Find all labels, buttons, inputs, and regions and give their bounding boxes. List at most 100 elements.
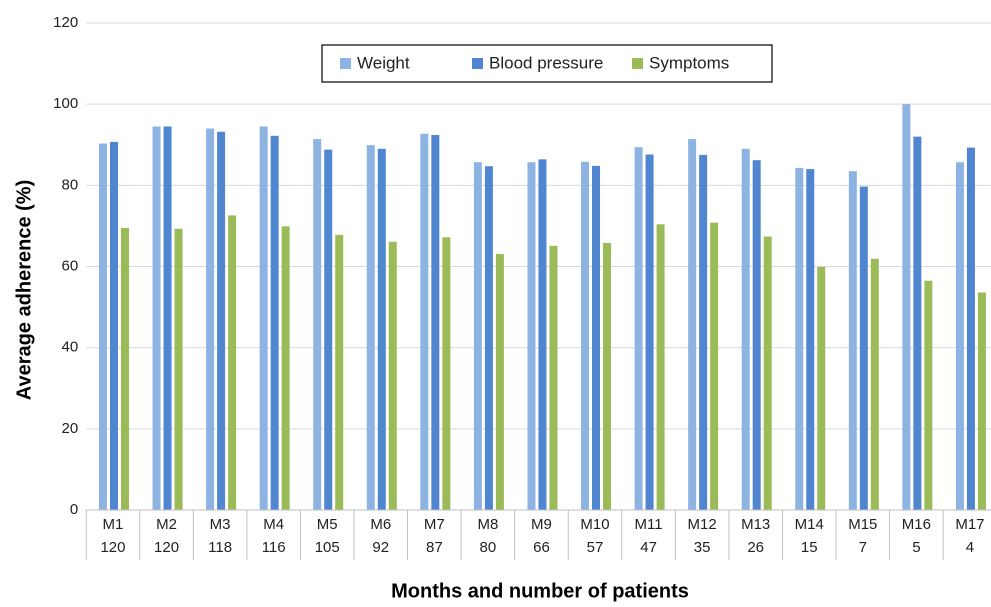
bar (217, 131, 226, 510)
x-tick-sublabel: 5 (912, 539, 920, 556)
bar (388, 241, 397, 510)
bar (870, 258, 879, 510)
y-tick-label: 60 (62, 257, 79, 274)
y-tick-label: 120 (53, 14, 78, 31)
legend-label: Symptoms (649, 53, 729, 72)
x-tick-sublabel: 80 (480, 539, 497, 556)
bar (259, 126, 268, 511)
x-tick-label: M7 (424, 516, 445, 533)
bar (902, 104, 911, 511)
x-tick-label: M12 (688, 516, 717, 533)
bar (484, 166, 493, 511)
x-tick-label: M15 (848, 516, 877, 533)
bar (163, 126, 172, 511)
bar (752, 160, 761, 510)
bar (859, 186, 868, 510)
bar (966, 147, 975, 511)
bar (473, 162, 482, 510)
legend-swatch (472, 58, 483, 69)
x-tick-label: M6 (370, 516, 391, 533)
x-tick-label: M8 (477, 516, 498, 533)
x-tick-label: M4 (263, 516, 284, 533)
legend-swatch (632, 58, 643, 69)
x-tick-label: M16 (902, 516, 931, 533)
bar (120, 227, 129, 510)
bar (848, 171, 857, 511)
bar (817, 266, 826, 510)
bar (174, 228, 183, 510)
bar (913, 136, 922, 510)
bar (549, 245, 558, 511)
bar (538, 159, 547, 511)
y-tick-label: 20 (62, 420, 79, 437)
x-tick-label: M13 (741, 516, 770, 533)
x-tick-sublabel: 35 (694, 539, 711, 556)
x-axis-title: Months and number of patients (391, 580, 689, 602)
x-tick-sublabel: 120 (100, 539, 125, 556)
y-tick-label: 100 (53, 95, 78, 112)
legend-label: Blood pressure (489, 53, 603, 72)
x-tick-sublabel: 92 (372, 539, 389, 556)
x-tick-label: M1 (103, 516, 124, 533)
x-tick-label: M17 (955, 516, 984, 533)
y-tick-label: 0 (70, 501, 78, 518)
legend-label: Weight (357, 53, 410, 72)
x-tick-label: M14 (795, 516, 824, 533)
x-tick-sublabel: 120 (154, 539, 179, 556)
x-tick-label: M10 (580, 516, 609, 533)
bar (656, 224, 665, 510)
bar (699, 154, 708, 511)
bar (109, 141, 118, 510)
bar (645, 154, 654, 511)
x-tick-sublabel: 7 (859, 539, 867, 556)
bar (152, 126, 161, 511)
x-tick-label: M2 (156, 516, 177, 533)
x-tick-sublabel: 105 (315, 539, 340, 556)
x-tick-sublabel: 118 (208, 539, 232, 556)
y-tick-label: 40 (62, 339, 79, 356)
bar (581, 161, 590, 511)
bar (495, 253, 504, 510)
x-tick-label: M3 (210, 516, 231, 533)
bar (634, 147, 643, 510)
bar (420, 133, 429, 511)
bar (98, 143, 107, 510)
y-axis-title: Average adherence (%) (13, 180, 35, 400)
x-tick-label: M9 (531, 516, 552, 533)
x-tick-sublabel: 4 (966, 539, 974, 556)
bar (206, 128, 215, 510)
bar (741, 148, 750, 510)
legend-box (321, 44, 773, 83)
x-tick-sublabel: 66 (533, 539, 550, 556)
bar (313, 139, 322, 510)
legend-swatch (340, 58, 351, 69)
bar (377, 148, 386, 510)
bar (324, 149, 333, 510)
bar (688, 139, 697, 510)
bar (592, 165, 601, 510)
bar (228, 215, 237, 511)
x-tick-sublabel: 47 (640, 539, 657, 556)
bar (442, 237, 451, 510)
bar (431, 135, 440, 510)
y-tick-label: 80 (62, 176, 79, 193)
bar (281, 226, 290, 510)
x-tick-sublabel: 57 (587, 539, 604, 556)
bar (955, 162, 964, 510)
x-tick-label: M11 (635, 516, 663, 533)
x-tick-sublabel: 116 (262, 539, 286, 556)
bar (763, 236, 772, 511)
bar (366, 145, 375, 511)
bar (710, 222, 719, 511)
bar (795, 167, 804, 510)
x-tick-sublabel: 26 (747, 539, 764, 556)
bar (806, 169, 815, 510)
x-tick-label: M5 (317, 516, 338, 533)
bar (270, 135, 279, 511)
bar (603, 242, 612, 510)
bar (924, 280, 933, 510)
bar (977, 292, 986, 510)
bar (335, 234, 344, 510)
x-tick-sublabel: 15 (801, 539, 818, 556)
